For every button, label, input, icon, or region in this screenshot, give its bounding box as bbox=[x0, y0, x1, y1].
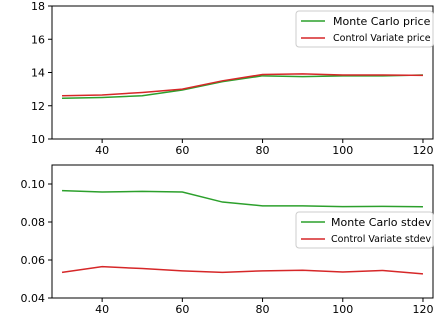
price-legend-box bbox=[295, 10, 434, 48]
stdev-xtick-label: 80 bbox=[256, 303, 270, 316]
legend-label-mc-price: Monte Carlo price bbox=[333, 15, 431, 28]
price-chart: 40 60 80 100 120 10 12 14 16 18 Monte Carlo price… bbox=[31, 0, 434, 157]
stdev-chart: 40 60 80 100 120 0.04 0.06 0.08 0.10 Monte Carlo… bbox=[21, 164, 434, 316]
price-legend: Monte Carlo price Control Variate price bbox=[295, 10, 434, 48]
legend-label-cv-stdev: Control Variate stdev bbox=[331, 234, 431, 245]
legend-label-cv-price: Control Variate price bbox=[333, 33, 431, 44]
stdev-xtick-label: 60 bbox=[175, 303, 189, 316]
price-ytick-label: 16 bbox=[31, 33, 45, 46]
price-xtick-label: 120 bbox=[412, 144, 433, 157]
price-xtick-label: 80 bbox=[256, 144, 270, 157]
stdev-legend-box bbox=[295, 211, 434, 249]
stdev-series-cv-line bbox=[61, 265, 424, 275]
stdev-ytick-label: 0.10 bbox=[21, 178, 46, 191]
price-ytick-label: 14 bbox=[31, 67, 45, 80]
stdev-legend: Monte Carlo stdev Control Variate stdev bbox=[295, 211, 434, 249]
stdev-ytick-label: 0.06 bbox=[21, 254, 46, 267]
price-series-cv-line bbox=[62, 73, 423, 97]
price-ytick-label: 10 bbox=[31, 133, 45, 146]
stdev-xtick-label: 120 bbox=[412, 303, 433, 316]
stdev-series-mc-line bbox=[62, 189, 423, 208]
price-ytick-label: 18 bbox=[31, 0, 45, 13]
stdev-ytick-label: 0.08 bbox=[21, 216, 46, 229]
stdev-ytick-label: 0.04 bbox=[21, 292, 46, 305]
price-xtick-label: 100 bbox=[332, 144, 353, 157]
legend-label-mc-stdev: Monte Carlo stdev bbox=[331, 216, 432, 229]
price-ytick-label: 12 bbox=[31, 100, 45, 113]
price-xtick-label: 40 bbox=[95, 144, 109, 157]
price-series-mc-line bbox=[62, 74, 423, 100]
stdev-xtick-label: 40 bbox=[95, 303, 109, 316]
price-xtick-label: 60 bbox=[175, 144, 189, 157]
stdev-xtick-label: 100 bbox=[332, 303, 353, 316]
